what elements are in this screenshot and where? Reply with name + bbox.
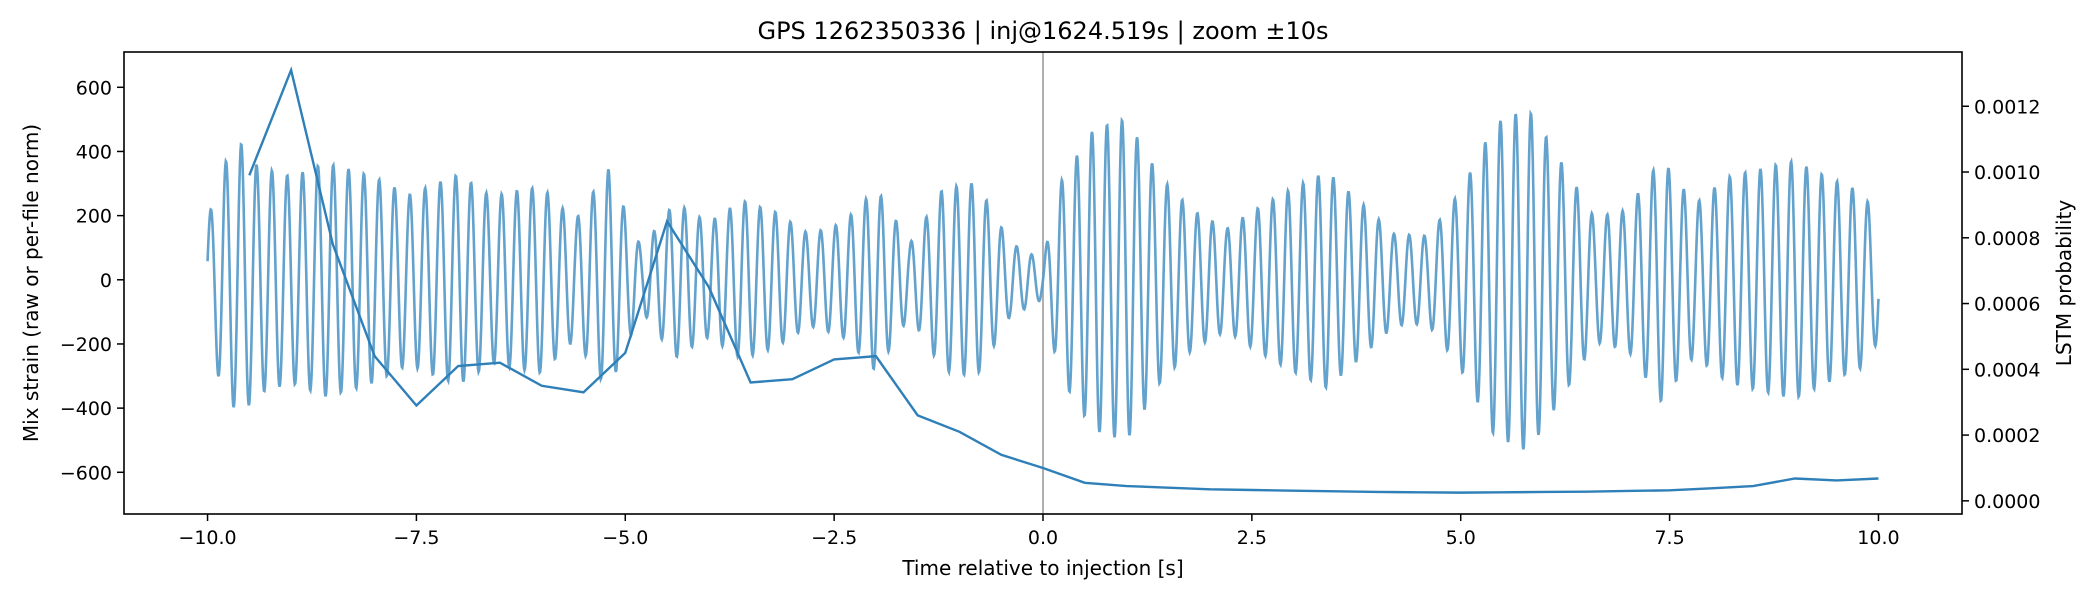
axes: −10.0 −7.5 −5.0 −2.5 0.0 2.5 5.0 7.5 10.0 −600 −40… <box>60 51 2040 549</box>
y-axis-label: Mix strain (raw or per-file norm) <box>19 124 43 442</box>
y2-axis-label: LSTM probability <box>2052 200 2076 367</box>
x-axis-label: Time relative to injection [s] <box>901 556 1183 580</box>
x-tick-label: 2.5 <box>1237 527 1267 549</box>
x-tick-label: −2.5 <box>811 527 857 549</box>
x-tick-label: 0.0 <box>1028 527 1058 549</box>
y2-tick-label: 0.0004 <box>1974 359 2040 381</box>
y2-tick-label: 0.0012 <box>1974 96 2040 118</box>
y-tick-label: 200 <box>76 206 112 228</box>
x-tick-label: 5.0 <box>1446 527 1476 549</box>
y-tick-label: 400 <box>76 141 112 163</box>
y-tick-label: −600 <box>60 462 112 484</box>
x-tick-label: −5.0 <box>602 527 648 549</box>
y-tick-label: 0 <box>100 270 112 292</box>
y2-tick-label: 0.0000 <box>1974 491 2040 513</box>
y-tick-label: −200 <box>60 334 112 356</box>
x-tick-label: 10.0 <box>1857 527 1899 549</box>
y2-tick-label: 0.0008 <box>1974 228 2040 250</box>
y2-tick-label: 0.0002 <box>1974 425 2040 447</box>
x-tick-label: −10.0 <box>178 527 236 549</box>
y-tick-label: 600 <box>76 77 112 99</box>
x-tick-label: −7.5 <box>393 527 439 549</box>
probability-series-line <box>248 66 1879 494</box>
y-tick-label: −400 <box>60 398 112 420</box>
y2-tick-label: 0.0010 <box>1974 162 2040 184</box>
chart-title: GPS 1262350336 | inj@1624.519s | zoom ±1… <box>757 17 1328 45</box>
plot-area <box>206 52 1880 514</box>
x-tick-label: 7.5 <box>1654 527 1684 549</box>
strain-series-line <box>206 109 1880 450</box>
y2-tick-label: 0.0006 <box>1974 294 2040 316</box>
